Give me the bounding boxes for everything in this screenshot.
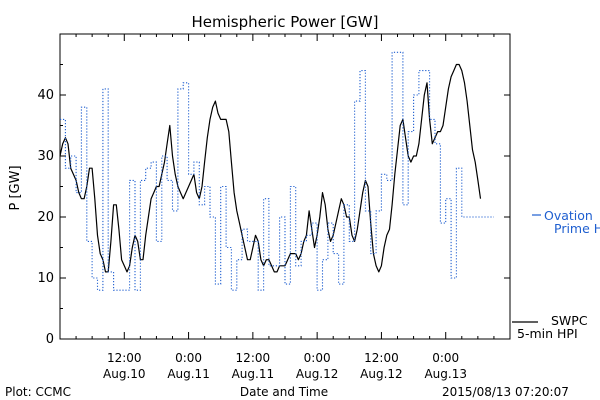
ovation-legend-line1: Ovation (544, 208, 593, 223)
x-tick-label-time: 0:00 (432, 351, 459, 365)
x-tick-label-date: Aug.10 (103, 367, 146, 381)
x-tick-label-date: Aug.12 (360, 367, 403, 381)
x-axis-ticks: 12:00 Aug.10 0:00 Aug.11 12:00 Aug.11 0:00 Aug.… (75, 34, 495, 381)
x-tick-label-date: Aug.11 (232, 367, 275, 381)
series-layer (59, 51, 494, 291)
series-line-swpc-5min-hpi (59, 63, 482, 273)
ovation-legend-line2: Prime HPI (554, 221, 600, 236)
y-axis-ticks: 0 10 20 30 40 (37, 64, 510, 347)
series-line-ovation-prime-hpi (60, 51, 494, 291)
x-tick-label-date: Aug.12 (296, 367, 339, 381)
y-tick-label: 20 (37, 210, 54, 225)
x-tick-label-time: 0:00 (304, 351, 331, 365)
x-axis-label: Date and Time (240, 385, 328, 399)
x-tick-label-time: 12:00 (107, 351, 142, 365)
x-tick-label-time: 0:00 (175, 351, 202, 365)
y-tick-label: 30 (37, 149, 54, 164)
chart-title: Hemispheric Power [GW] (192, 13, 379, 31)
y-tick-label: 10 (37, 271, 54, 286)
y-axis-label: P [GW] (8, 165, 23, 210)
x-tick-label-date: Aug.13 (424, 367, 467, 381)
plot-frame (59, 33, 511, 340)
swpc-legend-line2: 5-min HPI (517, 326, 578, 341)
y-tick-label: 40 (37, 88, 54, 103)
plot-timestamp: 2015/08/13 07:20:07 (442, 385, 569, 399)
x-tick-label-time: 12:00 (364, 351, 399, 365)
x-tick-label-time: 12:00 (236, 351, 271, 365)
x-tick-label-date: Aug.11 (167, 367, 210, 381)
y-tick-label: 0 (46, 332, 54, 347)
swpc-legend-line1: SWPC (551, 313, 588, 328)
plot-credit: Plot: CCMC (5, 385, 71, 399)
